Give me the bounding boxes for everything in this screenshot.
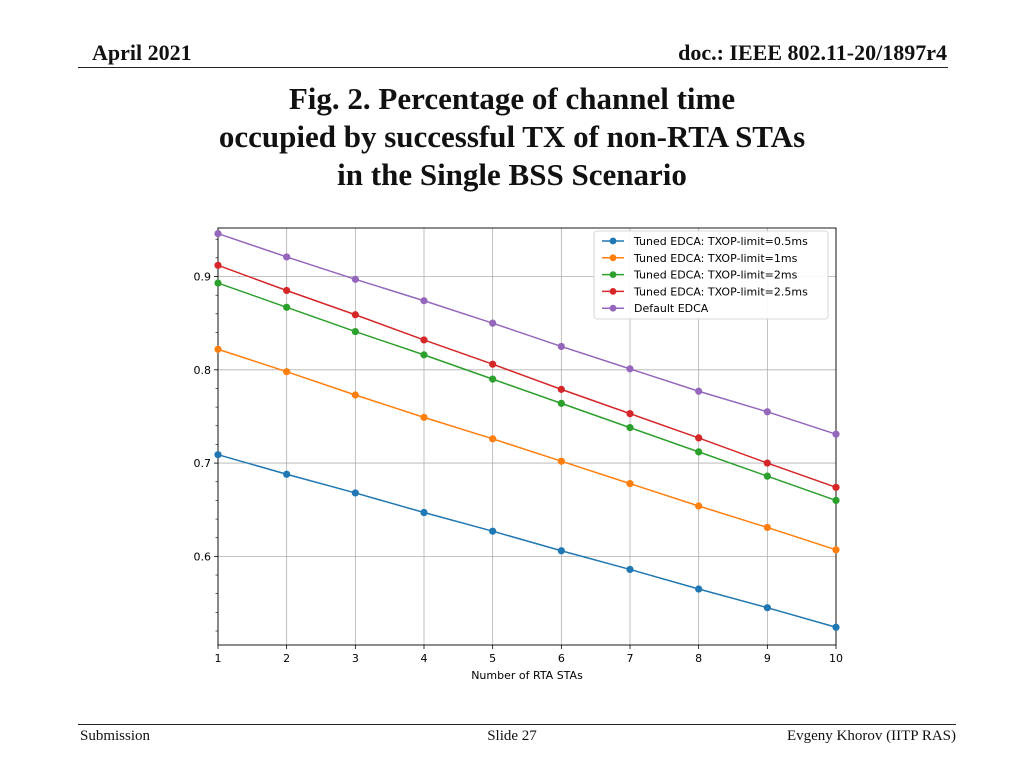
- data-point: [832, 430, 840, 438]
- data-point: [695, 434, 703, 442]
- data-point: [283, 303, 291, 311]
- data-point: [351, 311, 359, 319]
- x-tick-label: 1: [215, 652, 222, 665]
- data-point: [214, 229, 222, 238]
- data-point: [763, 604, 771, 612]
- legend-marker: [609, 254, 617, 262]
- data-point: [695, 448, 703, 456]
- data-point: [214, 261, 222, 269]
- data-point: [763, 523, 771, 532]
- data-point: [626, 365, 634, 373]
- legend-entry: Tuned EDCA: TXOP-limit=2ms: [633, 269, 798, 282]
- legend-entry: Default EDCA: [634, 302, 709, 315]
- series-line: [217, 232, 837, 435]
- data-point: [489, 319, 497, 327]
- y-tick-label: 0.9: [194, 271, 212, 284]
- data-point: [420, 297, 428, 305]
- data-point: [557, 385, 565, 393]
- data-point: [351, 275, 359, 283]
- x-tick-label: 2: [283, 652, 290, 665]
- data-point: [763, 472, 771, 480]
- data-point: [351, 489, 359, 497]
- data-point: [420, 351, 428, 359]
- x-axis-label: Number of RTA STAs: [471, 669, 583, 682]
- x-tick-label: 4: [421, 652, 428, 665]
- header-divider: [78, 67, 948, 68]
- slide-title-line-3: in the Single BSS Scenario: [337, 157, 687, 192]
- footer-slide-number: Slide 27: [487, 728, 537, 744]
- chart-svg: 1 2 3 4 5 6 7 8 9 10 0.6 0.7 0.8 0.9 Number of RTA STA…: [194, 227, 843, 682]
- data-point: [489, 375, 497, 383]
- data-point: [489, 527, 497, 535]
- data-point: [626, 480, 634, 488]
- data-point: [420, 413, 428, 421]
- data-point: [626, 424, 634, 432]
- legend-marker: [609, 304, 617, 312]
- x-tick-label: 3: [352, 652, 359, 665]
- data-point: [695, 585, 703, 593]
- legend-entry: Tuned EDCA: TXOP-limit=0.5ms: [633, 235, 808, 248]
- data-point: [214, 345, 222, 353]
- header-doc-id: doc.: IEEE 802.11-20/1897r4: [678, 40, 947, 65]
- footer-submission: Submission: [80, 728, 151, 744]
- data-point: [214, 279, 222, 287]
- series-line: [217, 453, 837, 628]
- legend-entry: Tuned EDCA: TXOP-limit=1ms: [633, 252, 798, 265]
- data-point: [763, 408, 771, 416]
- x-tick-label: 8: [695, 652, 702, 665]
- data-point: [351, 391, 359, 399]
- line-chart: 1 2 3 4 5 6 7 8 9 10 0.6 0.7 0.8 0.9 Number of RTA STA…: [180, 220, 860, 690]
- header-date: April 2021: [92, 40, 192, 65]
- data-point: [283, 253, 291, 261]
- data-point: [283, 286, 291, 295]
- data-point: [832, 496, 840, 505]
- data-point: [557, 342, 565, 351]
- legend-entry: Tuned EDCA: TXOP-limit=2.5ms: [633, 285, 808, 298]
- slide-title-line-2: occupied by successful TX of non-RTA STA…: [218, 119, 806, 154]
- data-point: [420, 508, 428, 517]
- footer-divider: [78, 724, 956, 725]
- data-point: [832, 483, 840, 491]
- legend-marker: [609, 271, 617, 278]
- series-line: [217, 282, 837, 502]
- data-point: [557, 547, 565, 555]
- data-point: [832, 623, 840, 631]
- x-tick-label: 6: [558, 652, 565, 665]
- data-point: [626, 410, 634, 418]
- data-point: [489, 435, 497, 443]
- data-point: [557, 457, 565, 465]
- legend-box: [593, 230, 829, 320]
- data-point: [351, 327, 359, 336]
- footer-author: Evgeny Khorov (IITP RAS): [786, 728, 956, 744]
- data-point: [420, 336, 428, 344]
- legend-marker: [609, 288, 617, 295]
- y-tick-label: 0.6: [194, 550, 212, 563]
- series-line: [217, 348, 837, 551]
- series-line: [217, 264, 837, 489]
- slide-title: Fig. 2. Percentage of channel time occup…: [0, 80, 1024, 194]
- y-tick-label: 0.8: [194, 364, 212, 377]
- data-point: [489, 360, 497, 368]
- data-point: [283, 368, 291, 376]
- slide-title-line-1: Fig. 2. Percentage of channel time: [288, 81, 736, 116]
- data-point: [832, 546, 840, 554]
- data-point: [695, 387, 703, 395]
- data-point: [763, 459, 771, 467]
- data-point: [626, 565, 634, 574]
- legend-marker: [609, 237, 617, 245]
- x-tick-label: 9: [764, 652, 771, 665]
- x-tick-label: 5: [489, 652, 496, 665]
- y-tick-label: 0.7: [194, 457, 212, 470]
- x-tick-label: 10: [829, 652, 843, 665]
- data-point: [557, 399, 565, 407]
- x-tick-label: 7: [627, 652, 634, 665]
- data-point: [283, 470, 291, 478]
- data-point: [214, 451, 222, 459]
- data-point: [695, 502, 703, 510]
